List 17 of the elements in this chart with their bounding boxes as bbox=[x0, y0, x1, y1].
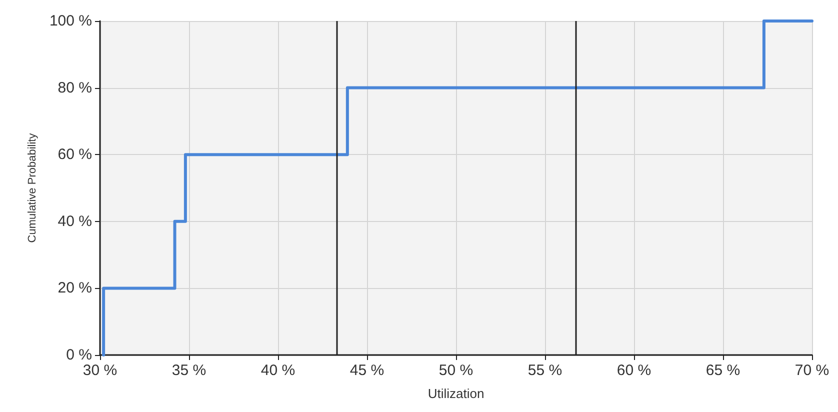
x-axis-title: Utilization bbox=[428, 386, 484, 401]
y-tick-label: 40 % bbox=[58, 212, 92, 230]
y-tick-label: 60 % bbox=[58, 146, 92, 164]
x-tick-label: 60 % bbox=[616, 362, 652, 379]
y-tick-label: 100 % bbox=[49, 12, 92, 30]
y-axis-title: Cumulative Probability bbox=[26, 132, 38, 243]
x-tick-label: 50 % bbox=[438, 362, 474, 379]
x-tick-label: 40 % bbox=[260, 362, 296, 379]
y-tick-label: 20 % bbox=[58, 280, 92, 297]
x-tick-label: 30 % bbox=[82, 362, 118, 379]
x-tick-label: 35 % bbox=[172, 362, 206, 379]
x-tick-label: 45 % bbox=[350, 362, 384, 379]
x-tick-label: 70 % bbox=[794, 362, 830, 379]
y-tick-label: 80 % bbox=[58, 79, 92, 96]
y-tick-label: 0 % bbox=[66, 346, 92, 364]
x-tick-label: 55 % bbox=[528, 362, 562, 379]
x-tick-label: 65 % bbox=[706, 362, 740, 379]
